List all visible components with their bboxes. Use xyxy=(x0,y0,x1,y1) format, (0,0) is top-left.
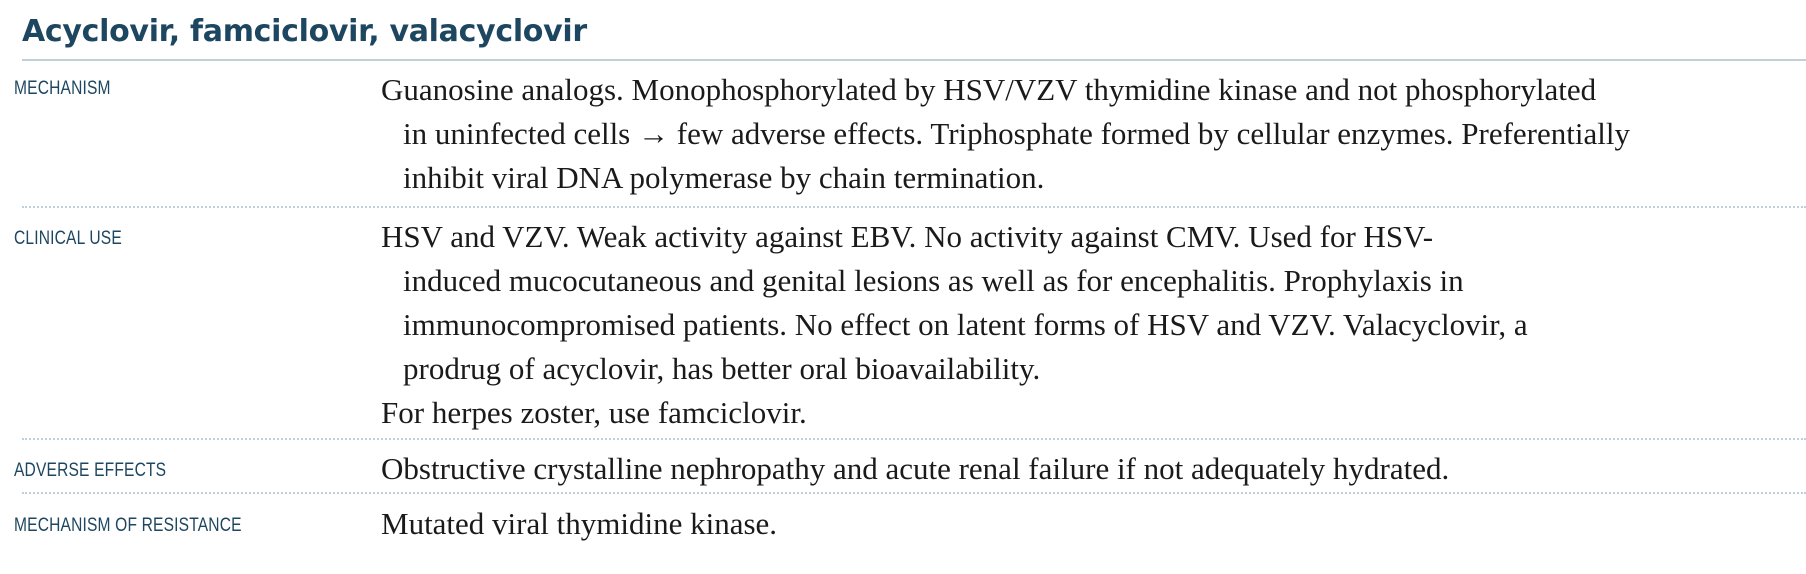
row-label-clinical-use: CLINICAL USE xyxy=(14,228,122,249)
content-line: inhibit viral DNA polymerase by chain te… xyxy=(403,160,1045,195)
content-line: HSV and VZV. Weak activity against EBV. … xyxy=(381,219,1434,254)
content-line: prodrug of acyclovir, has better oral bi… xyxy=(403,351,1041,386)
content-line: Obstructive crystalline nephropathy and … xyxy=(381,451,1450,486)
row-divider xyxy=(22,438,1806,440)
row-content-adverse-effects: Obstructive crystalline nephropathy and … xyxy=(381,447,1449,491)
content-line: immunocompromised patients. No effect on… xyxy=(403,307,1528,342)
row-content-mechanism-of-resistance: Mutated viral thymidine kinase. xyxy=(381,502,777,546)
content-line: Guanosine analogs. Monophosphorylated by… xyxy=(381,72,1597,107)
row-label-adverse-effects: ADVERSE EFFECTS xyxy=(14,460,167,481)
row-label-mechanism: MECHANISM xyxy=(14,78,111,99)
row-divider xyxy=(22,206,1806,208)
page-title: Acyclovir, famciclovir, valacyclovir xyxy=(22,14,587,49)
content-line: Mutated viral thymidine kinase. xyxy=(381,506,778,541)
title-divider xyxy=(22,59,1806,61)
row-label-mechanism-of-resistance: MECHANISM OF RESISTANCE xyxy=(14,515,242,536)
content-line: For herpes zoster, use famciclovir. xyxy=(381,395,807,430)
row-content-mechanism: Guanosine analogs. Monophosphorylated by… xyxy=(381,68,1630,200)
content-line: induced mucocutaneous and genital lesion… xyxy=(403,263,1464,298)
row-content-clinical-use: HSV and VZV. Weak activity against EBV. … xyxy=(381,215,1528,435)
row-divider xyxy=(22,492,1806,494)
content-line: in uninfected cells → few adverse effect… xyxy=(403,116,1630,151)
